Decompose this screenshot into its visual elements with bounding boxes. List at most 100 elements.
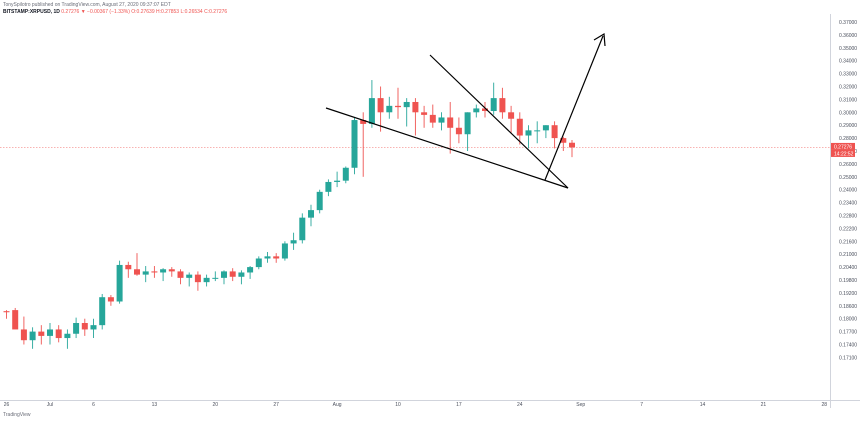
candle-body <box>342 167 349 181</box>
price-tick-label: 0.32000 <box>839 85 857 91</box>
candle-body <box>499 98 506 113</box>
candle <box>473 104 480 118</box>
candle-body <box>194 274 201 283</box>
candle-body <box>464 112 471 135</box>
time-tick-label: 6 <box>92 402 95 408</box>
price-tick-label: 0.34000 <box>839 59 857 65</box>
candle-body <box>360 120 367 124</box>
candle-body <box>81 323 88 330</box>
candle <box>551 121 558 149</box>
candle <box>447 101 454 154</box>
time-tick-label: Aug <box>333 402 342 408</box>
time-tick-label: 27 <box>273 402 279 408</box>
symbol-label[interactable]: BITSTAMP:XRPUSD, 1D <box>3 9 60 15</box>
price-tick-label: 0.36000 <box>839 33 857 39</box>
candle <box>238 270 245 285</box>
candle <box>29 327 36 349</box>
candle <box>438 112 445 131</box>
candle <box>73 317 80 339</box>
candle <box>508 105 515 133</box>
candle-body <box>325 181 332 192</box>
time-tick-label: 24 <box>517 402 523 408</box>
candle <box>47 323 53 345</box>
candle-body <box>3 311 10 313</box>
price-tick-label: 0.23400 <box>839 201 857 207</box>
candle-body <box>107 297 114 302</box>
candle <box>255 256 262 270</box>
candle <box>290 232 297 250</box>
time-tick-label: 7 <box>640 402 643 408</box>
change-label: 0.27276 ▼ −0.00367 (−1.33%) <box>61 9 130 15</box>
price-tick-label: 0.31000 <box>839 97 857 103</box>
candle-body <box>421 112 428 115</box>
candle <box>273 253 280 263</box>
candle <box>177 269 184 285</box>
candle-body <box>90 325 97 330</box>
candle <box>464 112 471 151</box>
upper-trendline <box>429 54 569 189</box>
price-tick-label: 0.30000 <box>839 110 857 116</box>
candle <box>160 268 167 282</box>
price-tick-label: 0.21600 <box>839 239 857 245</box>
candle <box>116 260 123 304</box>
candle-body <box>569 142 575 148</box>
candle-body <box>20 329 27 341</box>
candle-body <box>151 271 158 273</box>
candle-body <box>542 125 549 131</box>
candle <box>569 140 575 158</box>
price-tick-label: 0.22800 <box>839 214 857 220</box>
publisher-line: TonySpilotro published on TradingView.co… <box>3 2 171 8</box>
candle <box>38 325 45 345</box>
candle <box>499 87 506 119</box>
candle-body <box>455 127 462 135</box>
candle <box>281 241 288 261</box>
candle <box>134 253 140 276</box>
candle <box>377 86 384 132</box>
candle <box>429 104 436 128</box>
candle-body <box>299 217 306 241</box>
candle-body <box>238 272 245 277</box>
candle-body <box>38 331 45 336</box>
candle-body <box>308 210 314 218</box>
candles <box>3 80 575 349</box>
price-axis-ticks: 0.37000 0.36000 0.35000 0.34000 0.33000 0.320… <box>839 20 857 361</box>
time-tick-label: 20 <box>213 402 219 408</box>
candle-body <box>377 98 384 113</box>
candle-body <box>482 108 488 112</box>
candle <box>412 98 419 136</box>
candle-body <box>247 267 254 273</box>
candle <box>316 189 323 214</box>
candle-body <box>351 120 358 168</box>
candle-body <box>386 105 393 113</box>
price-tick-label: 0.18000 <box>839 317 857 323</box>
time-tick-label: 10 <box>395 402 401 408</box>
arrowhead-icon <box>593 32 606 47</box>
candle <box>99 293 106 330</box>
price-tick-label: 0.25000 <box>839 175 857 181</box>
candle <box>368 80 375 128</box>
candle <box>525 125 532 149</box>
candle-body <box>508 112 515 119</box>
candle-body <box>273 256 280 259</box>
candle-body <box>412 101 419 113</box>
candle <box>229 268 236 282</box>
candle <box>386 96 393 119</box>
candle <box>247 266 254 279</box>
candle-body <box>168 269 175 272</box>
price-tick-label: 0.20400 <box>839 265 857 271</box>
candle <box>64 329 71 349</box>
time-tick-label: 21 <box>761 402 767 408</box>
last-price-text: 0.27276 <box>834 145 852 151</box>
tradingview-brand: TradingView <box>3 412 31 418</box>
candle <box>203 274 210 287</box>
candle <box>107 295 114 306</box>
price-tick-label: 0.26000 <box>839 162 857 168</box>
ohlc-label: O:0.27639 H:0.27853 L:0.26534 C:0.27276 <box>131 9 228 15</box>
candle-body <box>55 329 62 339</box>
candle-body <box>12 310 19 330</box>
candle-body <box>473 108 480 113</box>
candle-body <box>429 114 436 123</box>
candle <box>299 213 306 244</box>
countdown-bg <box>831 149 855 157</box>
